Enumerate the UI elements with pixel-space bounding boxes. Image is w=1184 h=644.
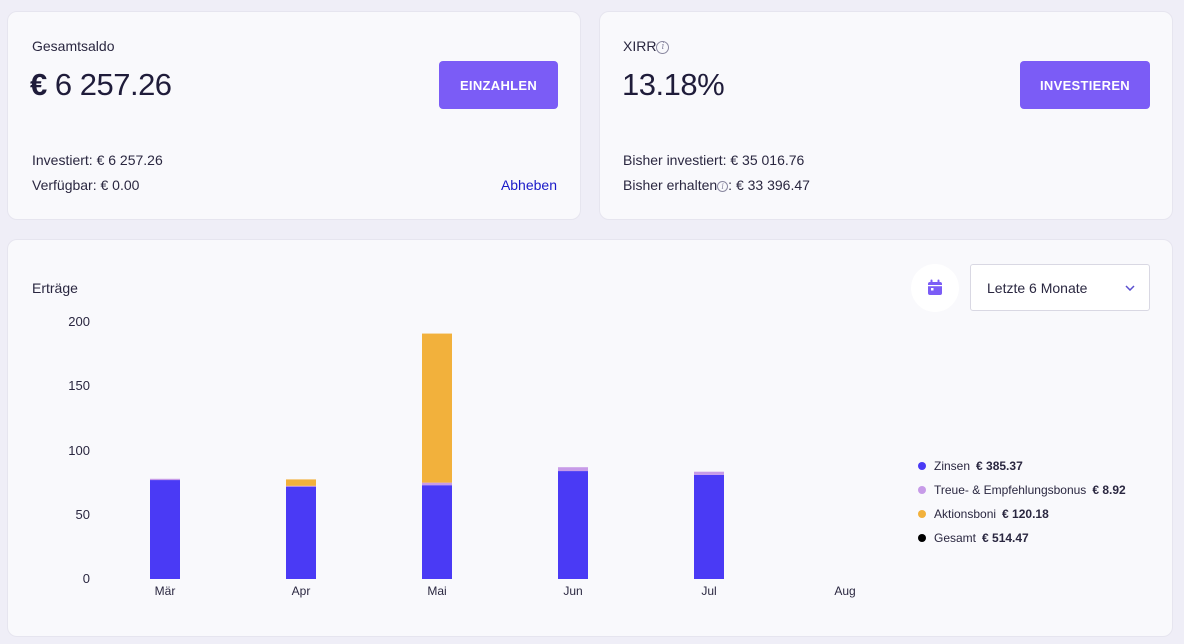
- bar-segment[interactable]: [286, 486, 316, 579]
- balance-card: Gesamtsaldo € 6 257.26 EINZAHLEN Investi…: [7, 11, 581, 220]
- info-icon[interactable]: i: [717, 180, 729, 192]
- withdraw-link[interactable]: Abheben: [500, 177, 557, 193]
- bar-segment[interactable]: [694, 474, 724, 579]
- xirr-card: XIRR i 13.18% INVESTIEREN Bisher investie…: [599, 11, 1173, 220]
- legend-item-gesamt: Gesamt € 514.47: [918, 531, 1126, 555]
- earnings-card: Erträge Letzte 6 Monate 0 50 100 150 200 Mär A…: [7, 239, 1173, 637]
- legend-name: Treue- & Empfehlungsbonus: [934, 483, 1087, 497]
- invested-line: Investiert: € 6 257.26: [32, 152, 163, 168]
- x-tick-label: Apr: [291, 584, 311, 598]
- currency-symbol: €: [30, 67, 47, 102]
- legend-value: € 385.37: [976, 459, 1023, 473]
- info-icon[interactable]: i: [656, 40, 670, 54]
- balance-amount: € 6 257.26: [30, 67, 172, 103]
- period-select[interactable]: Letzte 6 Monate: [970, 264, 1150, 311]
- xirr-label-row: XIRR i: [623, 38, 670, 54]
- chevron-down-icon: [1125, 285, 1135, 291]
- y-tick-label: 100: [68, 442, 90, 458]
- legend-dot: [918, 509, 926, 518]
- bar-segment[interactable]: [286, 485, 316, 487]
- calendar-icon: [928, 279, 942, 295]
- balance-value: 6 257.26: [54, 67, 172, 102]
- legend-dot: [918, 461, 926, 470]
- bar-segment[interactable]: [422, 333, 452, 483]
- legend-name: Zinsen: [934, 459, 971, 473]
- bar-segment[interactable]: [422, 482, 452, 486]
- available-line: Verfügbar: € 0.00: [32, 177, 140, 193]
- earnings-chart: [150, 333, 724, 579]
- bar-segment[interactable]: [558, 467, 588, 472]
- legend-item-aktionsboni: Aktionsboni € 120.18: [918, 507, 1126, 531]
- chart-legend: Zinsen € 385.37 Treue- & Empfehlungsbonus…: [918, 459, 1126, 555]
- legend-name: Aktionsboni: [934, 507, 997, 521]
- bar-segment[interactable]: [558, 471, 588, 579]
- bar-segment[interactable]: [150, 478, 180, 481]
- received-value: : € 33 396.47: [728, 177, 810, 193]
- x-tick-label: Mai: [427, 584, 447, 598]
- x-tick-label: Jul: [701, 584, 717, 598]
- legend-name: Gesamt: [934, 531, 977, 545]
- x-tick-label: Jun: [563, 584, 583, 598]
- legend-dot: [918, 533, 926, 542]
- legend-value: € 514.47: [982, 531, 1029, 545]
- bar-segment[interactable]: [422, 485, 452, 579]
- x-tick-label: Mär: [154, 584, 176, 598]
- balance-label: Gesamtsaldo: [32, 38, 115, 54]
- bar-segment[interactable]: [694, 471, 724, 475]
- legend-value: € 8.92: [1092, 483, 1126, 497]
- y-tick-label: 50: [75, 506, 90, 522]
- xirr-label: XIRR: [623, 38, 657, 54]
- legend-value: € 120.18: [1002, 507, 1049, 521]
- legend-item-treue: Treue- & Empfehlungsbonus € 8.92: [918, 483, 1126, 507]
- y-tick-label: 0: [82, 571, 90, 586]
- legend-dot: [918, 485, 926, 494]
- xirr-value: 13.18%: [622, 67, 725, 102]
- period-select-value: Letzte 6 Monate: [987, 280, 1088, 296]
- y-tick-label: 200: [68, 314, 90, 329]
- legend-item-zinsen: Zinsen € 385.37: [918, 459, 1126, 483]
- calendar-button[interactable]: [911, 264, 959, 312]
- x-tick-label: Aug: [834, 584, 856, 598]
- bar-segment[interactable]: [286, 479, 316, 486]
- received-label: Bisher erhalten: [623, 177, 718, 193]
- y-tick-label: 150: [68, 378, 90, 394]
- bar-segment[interactable]: [150, 480, 180, 579]
- deposit-button[interactable]: EINZAHLEN: [439, 61, 558, 109]
- invest-button[interactable]: INVESTIEREN: [1020, 61, 1150, 109]
- earnings-title: Erträge: [32, 280, 78, 296]
- invested-so-far: Bisher investiert: € 35 016.76: [623, 152, 805, 168]
- received-line: Bisher erhalten i: € 33 396.47: [623, 177, 810, 193]
